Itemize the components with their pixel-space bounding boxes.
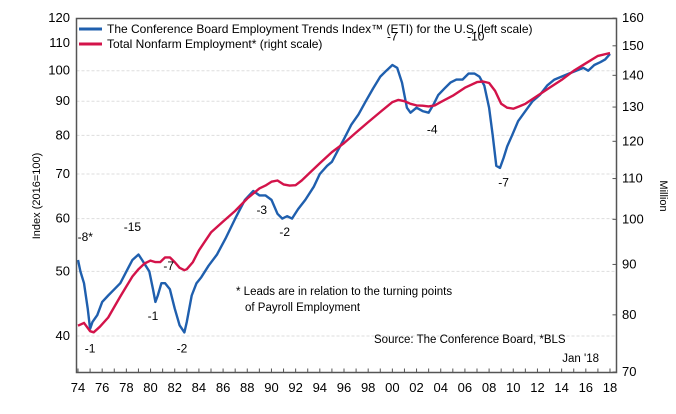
legend: The Conference Board Employment Trends I… <box>79 22 533 51</box>
x-tick-label: 88 <box>240 380 254 395</box>
x-tick-label: 96 <box>337 380 351 395</box>
x-tick-label: 08 <box>482 380 496 395</box>
legend-label-payroll: Total Nonfarm Employment* (right scale) <box>107 37 322 51</box>
x-tick-label: 06 <box>458 380 472 395</box>
lead-annotation: -8* <box>78 230 94 244</box>
x-axis: 74 76 78 80 82 84 86 88 90 92 94 96 98 00 02 04 06 08 10 12… <box>71 368 617 395</box>
y-axis-left: 40 50 60 70 80 90 100 110 120 <box>48 10 70 343</box>
x-tick-label: 98 <box>361 380 375 395</box>
lead-annotation: -3 <box>256 203 267 217</box>
y-left-tick-label: 80 <box>56 127 70 142</box>
lead-annotation: -2 <box>177 341 188 355</box>
lead-annotation: -7 <box>387 30 398 44</box>
x-tick-label: 00 <box>385 380 399 395</box>
x-tick-label: 82 <box>167 380 181 395</box>
y-right-tick-label: 80 <box>622 307 636 322</box>
y-left-tick-label: 100 <box>48 63 70 78</box>
x-tick-label: 78 <box>119 380 133 395</box>
lead-annotation: -2 <box>279 225 290 239</box>
x-tick-label: 74 <box>71 380 85 395</box>
payroll-line <box>77 51 611 334</box>
x-tick-label: 84 <box>192 380 206 395</box>
date-note: Jan '18 <box>562 353 599 365</box>
x-tick-label: 92 <box>288 380 302 395</box>
lead-annotation: -4 <box>427 123 438 137</box>
legend-label-eti: The Conference Board Employment Trends I… <box>107 22 533 36</box>
series-lines <box>76 51 611 334</box>
y-left-tick-label: 90 <box>56 93 70 108</box>
y-right-tick-label: 70 <box>622 364 636 379</box>
lead-annotation: -10 <box>467 30 485 44</box>
y-right-tick-label: 110 <box>622 171 643 186</box>
x-tick-label: 86 <box>216 380 230 395</box>
x-tick-label: 94 <box>313 380 327 395</box>
y-right-tick-label: 120 <box>622 133 644 148</box>
y-right-tick-label: 130 <box>622 99 644 114</box>
y-right-tick-label: 100 <box>622 211 644 226</box>
y-left-tick-label: 40 <box>56 328 70 343</box>
plot-frame <box>75 17 618 374</box>
y-left-tick-label: 50 <box>56 263 70 278</box>
x-tick-label: 16 <box>579 380 593 395</box>
y-right-tick-label: 160 <box>622 10 644 25</box>
y-left-tick-label: 60 <box>56 211 70 226</box>
lead-annotation: -7 <box>498 176 509 190</box>
y-axis-right: 70 80 90 100 110 120 130 140 150 160 <box>612 10 644 379</box>
lead-annotation: -15 <box>124 220 142 234</box>
y-axis-left-label: Index (2016=100) <box>31 153 43 240</box>
x-tick-label: 04 <box>433 380 447 395</box>
y-left-tick-label: 110 <box>49 35 70 50</box>
x-tick-label: 18 <box>603 380 617 395</box>
y-left-tick-label: 120 <box>48 10 70 25</box>
eti-line <box>76 53 611 334</box>
x-tick-label: 90 <box>264 380 278 395</box>
y-right-tick-label: 90 <box>622 256 636 271</box>
lead-annotation: -1 <box>85 341 96 355</box>
x-tick-label: 76 <box>95 380 109 395</box>
x-tick-label: 12 <box>530 380 544 395</box>
x-tick-label: 10 <box>506 380 520 395</box>
annotations: -8* -1 -15 -1 -7 -2 -3 -2 -7 -4 -10 -7 <box>78 30 510 356</box>
y-axis-right-label: Million <box>657 180 669 211</box>
leads-note-line2: of Payroll Employment <box>245 302 361 314</box>
y-right-tick-label: 150 <box>622 38 644 53</box>
lead-annotation: -7 <box>163 259 174 273</box>
y-left-tick-label: 70 <box>56 166 70 181</box>
leads-note-line1: * Leads are in relation to the turning p… <box>236 286 452 298</box>
x-tick-label: 80 <box>143 380 157 395</box>
x-tick-label: 02 <box>409 380 423 395</box>
lead-annotation: -1 <box>148 309 159 323</box>
y-right-tick-label: 140 <box>622 67 644 82</box>
source-note: Source: The Conference Board, *BLS <box>374 334 566 346</box>
x-tick-label: 14 <box>554 380 568 395</box>
